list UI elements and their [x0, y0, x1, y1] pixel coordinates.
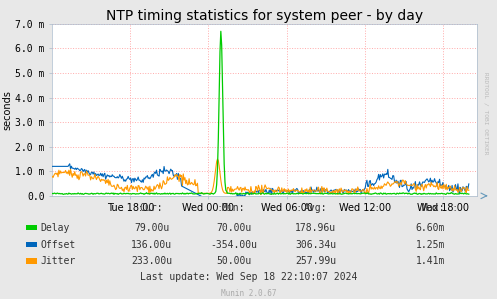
Text: RRDTOOL / TOBI OETIKER: RRDTOOL / TOBI OETIKER	[483, 72, 488, 155]
Text: Cur:: Cur:	[140, 203, 164, 213]
Text: Jitter: Jitter	[41, 256, 76, 266]
Text: 178.96u: 178.96u	[295, 223, 336, 233]
Title: NTP timing statistics for system peer - by day: NTP timing statistics for system peer - …	[106, 9, 423, 23]
Text: 233.00u: 233.00u	[131, 256, 172, 266]
Text: 257.99u: 257.99u	[295, 256, 336, 266]
Text: 136.00u: 136.00u	[131, 239, 172, 250]
Text: -354.00u: -354.00u	[210, 239, 257, 250]
Text: Avg:: Avg:	[304, 203, 328, 213]
Text: 70.00u: 70.00u	[216, 223, 251, 233]
Text: 6.60m: 6.60m	[415, 223, 445, 233]
Text: 50.00u: 50.00u	[216, 256, 251, 266]
Y-axis label: seconds: seconds	[2, 90, 12, 130]
Text: Min:: Min:	[222, 203, 246, 213]
Text: Last update: Wed Sep 18 22:10:07 2024: Last update: Wed Sep 18 22:10:07 2024	[140, 272, 357, 283]
Text: 79.00u: 79.00u	[134, 223, 169, 233]
Text: 1.25m: 1.25m	[415, 239, 445, 250]
Text: Munin 2.0.67: Munin 2.0.67	[221, 289, 276, 298]
Text: Delay: Delay	[41, 223, 70, 233]
Text: Max:: Max:	[421, 203, 445, 213]
Text: 306.34u: 306.34u	[295, 239, 336, 250]
Text: 1.41m: 1.41m	[415, 256, 445, 266]
Text: Offset: Offset	[41, 239, 76, 250]
